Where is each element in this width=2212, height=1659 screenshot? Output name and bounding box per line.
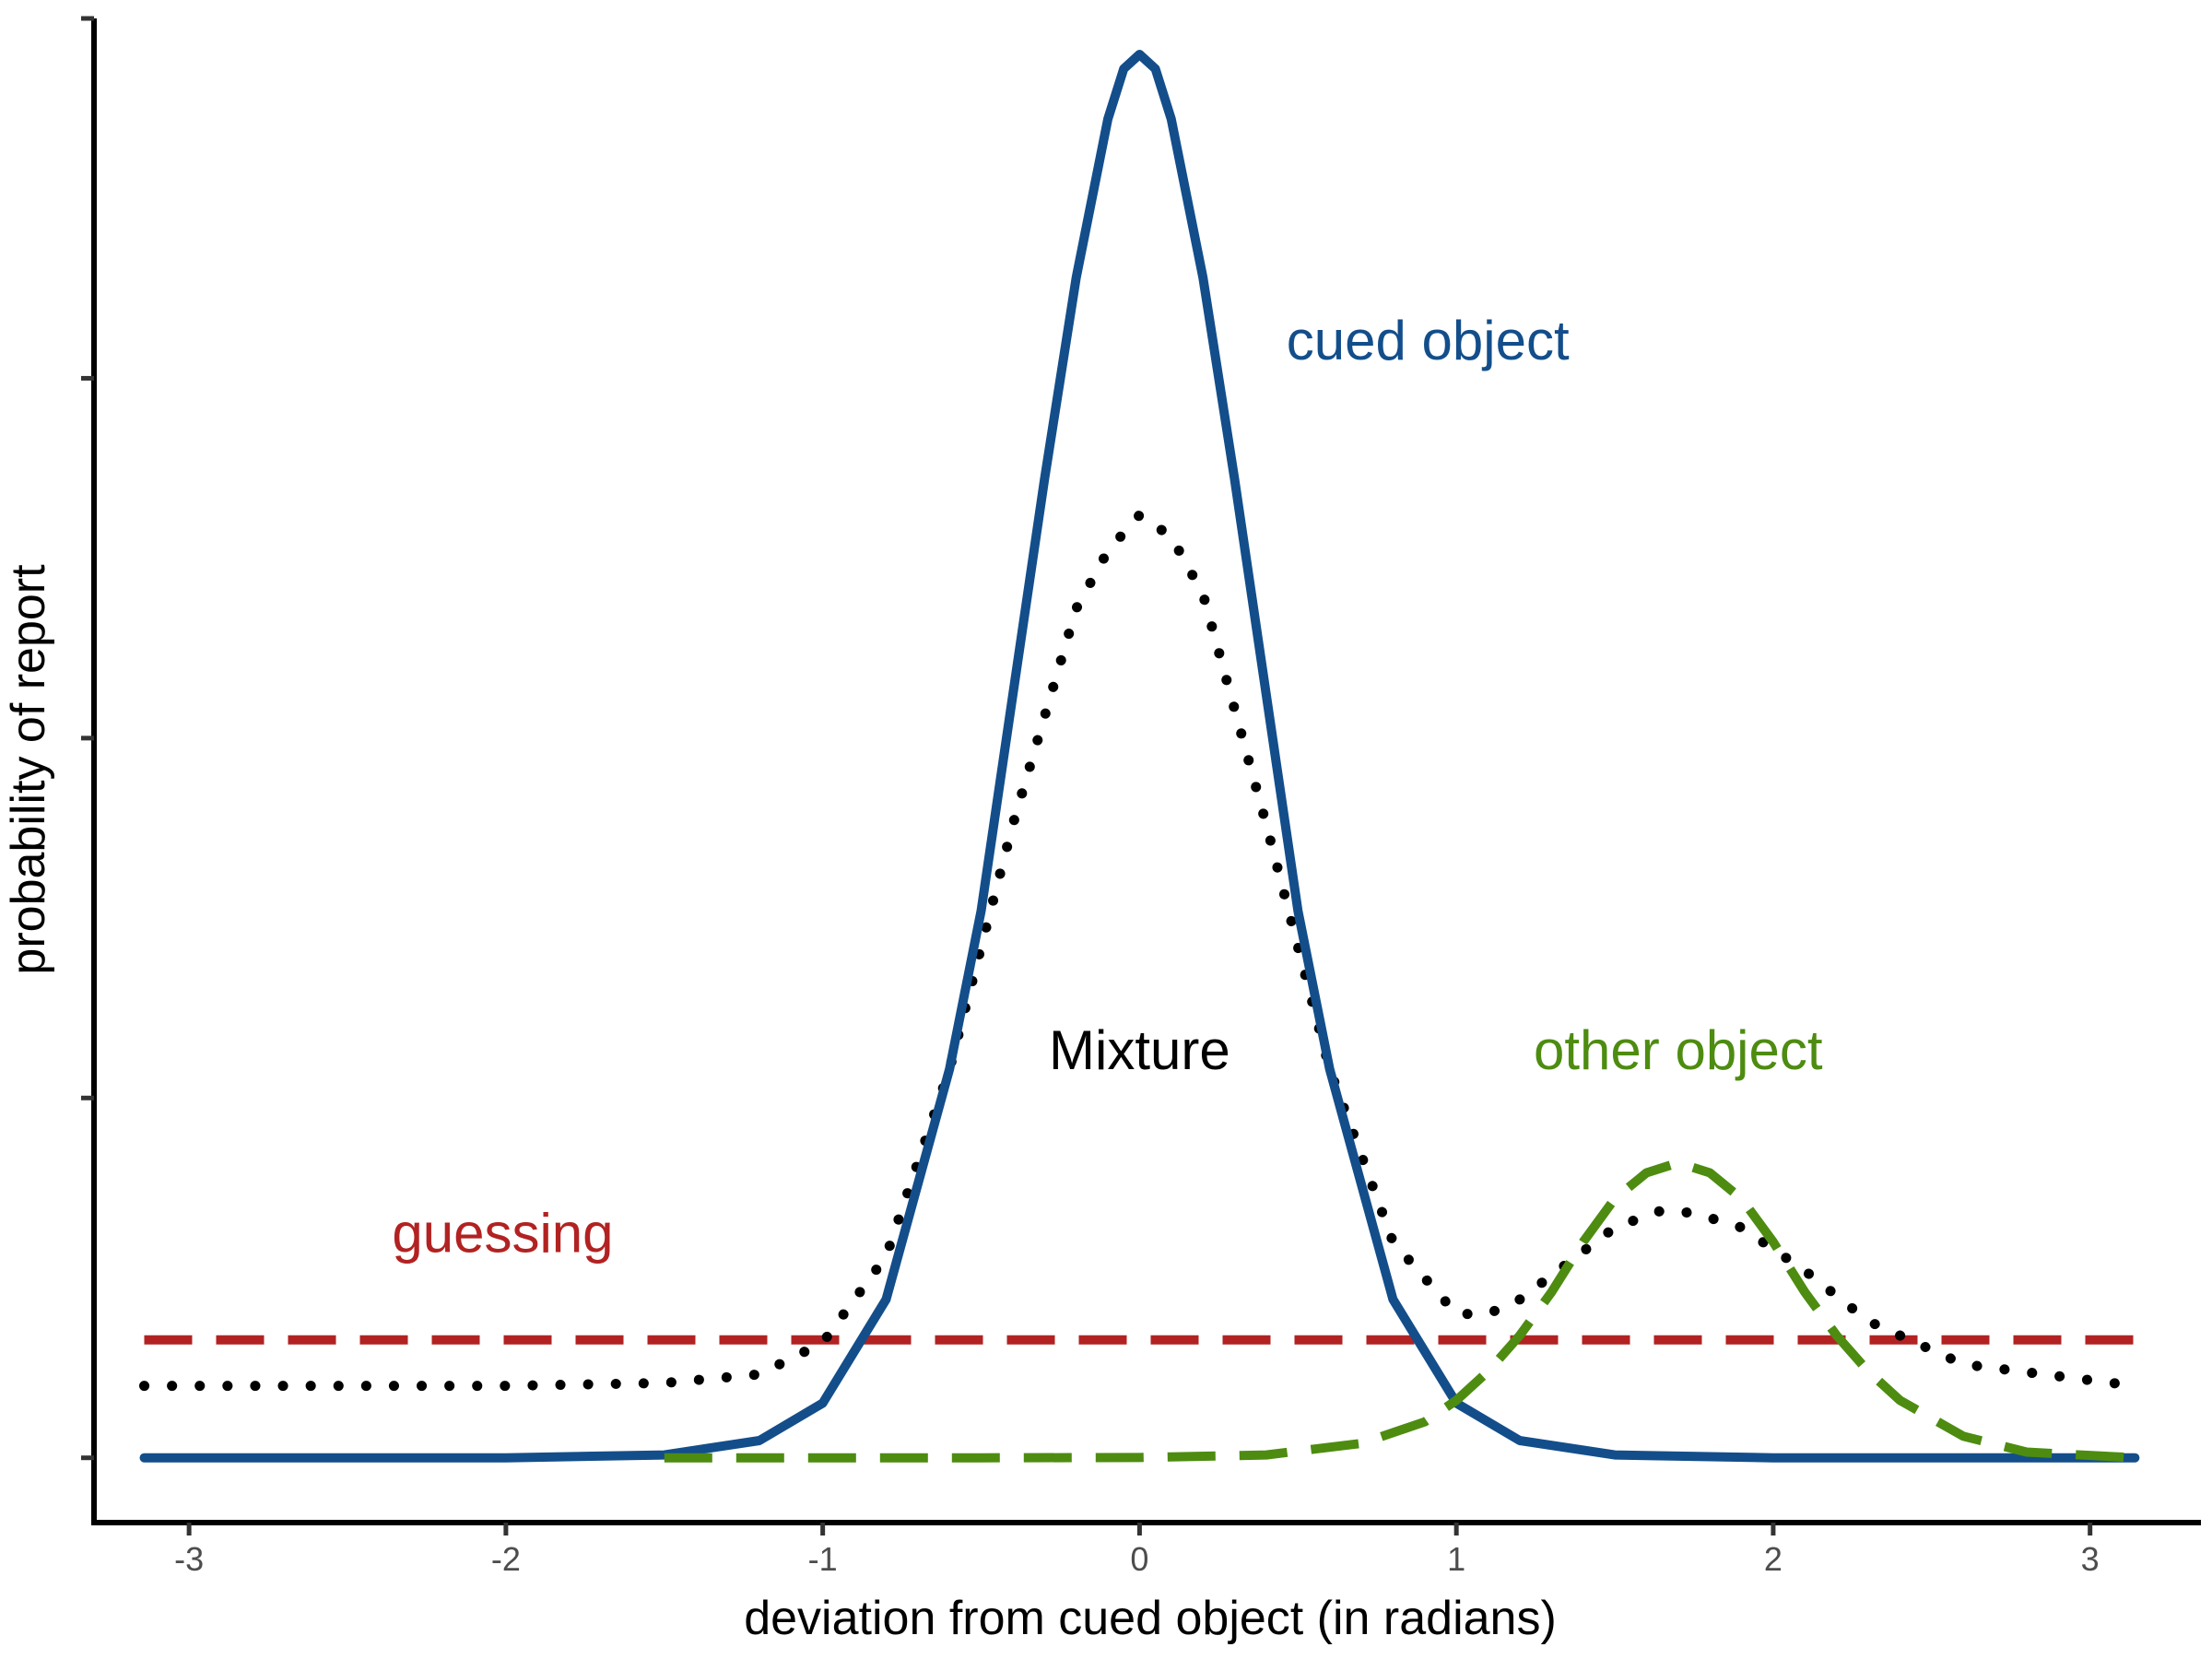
- axes-layer: [91, 18, 2201, 1525]
- x-tick-label: 0: [1130, 1540, 1148, 1578]
- series-line-other-object: [664, 1158, 2136, 1463]
- x-tick-label: -2: [491, 1540, 521, 1578]
- y-axis-title: probability of report: [2, 564, 55, 975]
- x-tick-label: 1: [1447, 1540, 1465, 1578]
- annotation-mixture: Mixture: [1049, 1019, 1230, 1081]
- series-line-mixture: [139, 510, 2140, 1392]
- annotations-layer: guessing cued object Mixture other object: [392, 310, 1823, 1264]
- annotation-other-object: other object: [1534, 1019, 1823, 1081]
- ticks-layer: -3 -2 -1 0 1 2 3: [81, 16, 2100, 1578]
- x-tick-label: -3: [174, 1540, 204, 1578]
- series-layer: [139, 50, 2140, 1463]
- annotation-cued-object: cued object: [1287, 310, 1570, 371]
- x-tick-label: 3: [2081, 1540, 2100, 1578]
- x-tick-label: -1: [808, 1540, 838, 1578]
- x-tick-label: 2: [1764, 1540, 1783, 1578]
- series-line-cued-object: [139, 50, 2140, 1463]
- x-axis-title: deviation from cued object (in radians): [744, 1592, 1557, 1645]
- annotation-guessing: guessing: [392, 1202, 613, 1264]
